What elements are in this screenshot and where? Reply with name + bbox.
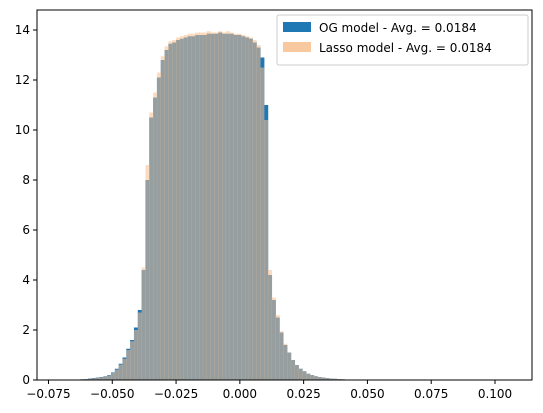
legend-label-og-model: OG model - Avg. = 0.0184 <box>319 21 477 35</box>
lasso-bar-44 <box>229 32 234 380</box>
lasso-bar-56 <box>275 315 280 380</box>
lasso-bar-20 <box>137 312 142 380</box>
plot-frame <box>36 9 533 381</box>
lasso-bar-63 <box>302 371 307 380</box>
lasso-bar-45 <box>233 33 238 380</box>
y-tick-label-0: 0 <box>22 373 30 387</box>
x-axis-ticks: −0.075 −0.050 −0.025 0.000 0.025 0.050 0.075 0.… <box>26 380 512 401</box>
legend-swatch-lasso-model <box>283 42 311 52</box>
lasso-bar-32 <box>183 35 188 380</box>
x-tick-label-0: −0.075 <box>26 387 70 401</box>
lasso-bar-13 <box>110 373 116 380</box>
lasso-bar-30 <box>176 37 181 380</box>
lasso-bar-67 <box>317 377 322 380</box>
lasso-bar-27 <box>164 46 169 380</box>
lasso-bar-70 <box>329 378 334 380</box>
x-tick-label-2: −0.025 <box>154 387 198 401</box>
y-tick-label-4: 8 <box>22 173 30 187</box>
lasso-bar-59 <box>287 352 292 380</box>
lasso-bar-12 <box>107 375 112 380</box>
lasso-bar-24 <box>153 92 158 380</box>
lasso-bar-35 <box>195 32 200 380</box>
y-tick-label-5: 10 <box>15 123 30 137</box>
lasso-bar-18 <box>130 341 135 380</box>
y-tick-label-1: 2 <box>22 323 30 337</box>
lasso-bar-60 <box>290 360 296 380</box>
lasso-bar-61 <box>294 365 299 380</box>
legend: OG model - Avg. = 0.0184 Lasso model - A… <box>276 14 529 66</box>
lasso-bar-14 <box>114 369 119 380</box>
lasso-bar-7 <box>88 378 93 380</box>
lasso-bar-64 <box>306 373 311 380</box>
x-tick-label-5: 0.050 <box>350 387 384 401</box>
y-axis-ticks: 0 2 4 6 8 10 12 14 <box>15 23 37 387</box>
x-tick-label-4: 0.025 <box>286 387 320 401</box>
lasso-bar-36 <box>199 32 204 380</box>
lasso-bar-48 <box>244 36 250 380</box>
x-tick-label-3: 0.000 <box>223 387 257 401</box>
lasso-bar-39 <box>210 32 215 380</box>
lasso-bar-23 <box>149 112 154 380</box>
lasso-bar-51 <box>256 45 261 380</box>
lasso-bar-8 <box>91 378 96 380</box>
lasso-bar-43 <box>225 31 230 380</box>
lasso-bar-57 <box>279 331 284 380</box>
lasso-bar-40 <box>214 32 219 380</box>
lasso-bar-66 <box>313 376 318 380</box>
x-tick-label-1: −0.050 <box>90 387 134 401</box>
lasso-bar-62 <box>298 368 303 380</box>
y-tick-label-2: 4 <box>22 273 30 287</box>
lasso-bar-50 <box>252 40 257 380</box>
lasso-bar-69 <box>325 378 330 380</box>
lasso-bar-19 <box>133 330 139 380</box>
lasso-model-bars <box>61 31 361 380</box>
legend-label-lasso-model: Lasso model - Avg. = 0.0184 <box>319 41 492 55</box>
lasso-bar-31 <box>179 36 185 380</box>
x-tick-label-7: 0.100 <box>478 387 512 401</box>
lasso-bar-21 <box>141 267 146 380</box>
lasso-bar-34 <box>191 33 196 380</box>
lasso-bar-9 <box>95 377 100 380</box>
lasso-bar-46 <box>237 33 242 380</box>
lasso-bar-65 <box>310 375 315 380</box>
lasso-bar-55 <box>271 297 276 380</box>
lasso-bar-11 <box>103 376 108 380</box>
x-tick-label-6: 0.075 <box>414 387 448 401</box>
legend-swatch-og-model <box>283 22 311 32</box>
lasso-bar-37 <box>202 32 207 380</box>
y-tick-label-7: 14 <box>15 23 30 37</box>
lasso-bar-53 <box>264 120 269 380</box>
lasso-bar-71 <box>332 378 338 380</box>
lasso-bar-25 <box>156 72 162 380</box>
lasso-bar-52 <box>260 67 265 380</box>
lasso-bar-16 <box>122 358 127 380</box>
lasso-bar-41 <box>218 31 223 380</box>
lasso-bar-10 <box>99 377 104 380</box>
lasso-bar-33 <box>187 33 192 380</box>
y-tick-label-3: 6 <box>22 223 30 237</box>
lasso-bar-42 <box>221 32 227 380</box>
lasso-bar-22 <box>145 165 150 380</box>
lasso-bar-58 <box>283 343 288 380</box>
y-tick-label-6: 12 <box>15 73 30 87</box>
lasso-bar-54 <box>267 270 273 380</box>
lasso-bar-28 <box>168 41 173 380</box>
lasso-bar-26 <box>160 56 165 380</box>
lasso-bar-68 <box>321 377 326 380</box>
lasso-bar-38 <box>206 31 211 380</box>
lasso-bar-47 <box>241 35 246 380</box>
lasso-bar-49 <box>248 37 253 380</box>
lasso-bar-29 <box>172 40 177 380</box>
legend-box <box>276 14 529 66</box>
lasso-bar-17 <box>126 350 131 380</box>
lasso-bar-15 <box>118 364 123 380</box>
